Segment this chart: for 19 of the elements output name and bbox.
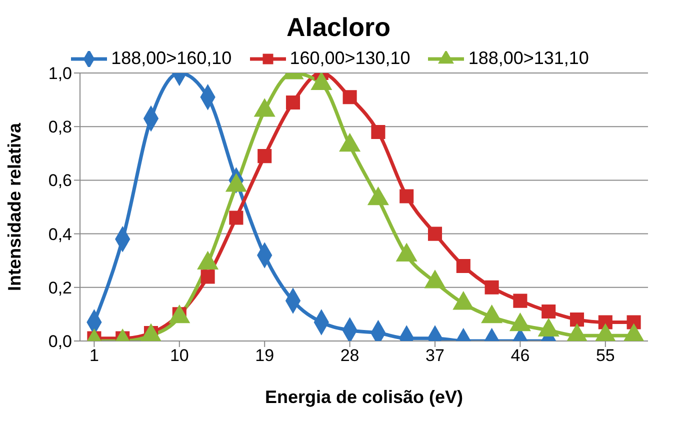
x-tick-label: 10 [170, 346, 189, 366]
y-tick-label: 1,0 [48, 64, 72, 84]
legend-label: 160,00>130,10 [290, 48, 410, 69]
y-tick-label: 0,0 [48, 332, 72, 352]
legend-label: 188,00>131,10 [468, 48, 589, 69]
y-tick-label: 0,6 [48, 171, 72, 190]
y-axis-title: Intensidade relativa [4, 122, 24, 292]
y-tick-label: 0,4 [48, 224, 72, 244]
x-tick-label: 1 [89, 346, 99, 366]
y-tick-label: 0,8 [48, 118, 72, 137]
x-axis-title: Energia de colisão (eV) [264, 387, 464, 407]
x-tick-label: 37 [426, 346, 444, 366]
x-tick-label: 19 [255, 346, 274, 366]
chart-title: Alacloro [285, 12, 392, 44]
legend-label: 188,00>160,10 [111, 48, 232, 69]
x-tick-label: 55 [596, 346, 615, 366]
x-tick-label: 28 [340, 346, 360, 366]
y-tick-label: 0,2 [48, 278, 72, 298]
x-tick-label: 46 [510, 346, 530, 366]
